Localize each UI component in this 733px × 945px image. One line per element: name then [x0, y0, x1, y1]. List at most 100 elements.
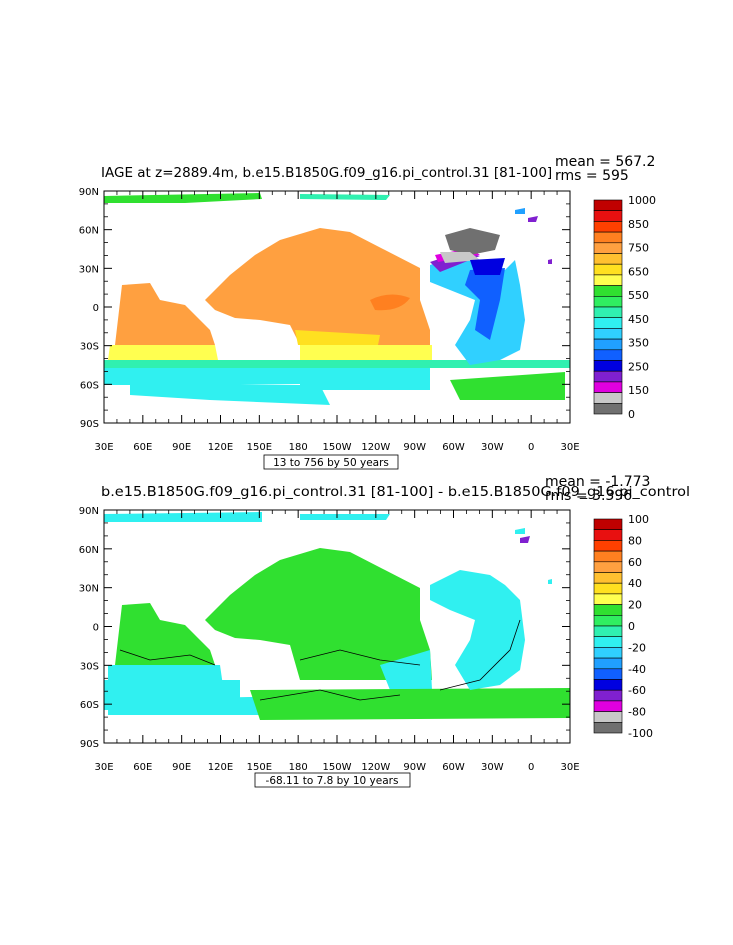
y-tick-label: 90N: [79, 506, 99, 517]
colorbar-swatch: [593, 550, 623, 563]
panel-bottom-y-ticks: 90N 60N 30N 0 30S 60S 90S: [79, 506, 570, 750]
x-tick-label: 120E: [208, 442, 233, 453]
panel-top-map: [104, 193, 570, 405]
colorbar-swatch: [593, 402, 623, 415]
x-tick-label: 120E: [208, 762, 233, 773]
x-tick-label: 150E: [247, 762, 272, 773]
panel-bottom: mean = -1.773 rms = 3.396 b.e15.B1850G.f…: [79, 474, 690, 788]
panel-bottom-x-ticks: 30E 60E 90E 120E 150E 180 150W 120W 90W 60W 30W 0 30…: [94, 510, 580, 773]
colorbar-swatch: [593, 593, 623, 605]
colorbar-swatch: [593, 221, 623, 233]
x-tick-label: 30W: [481, 442, 504, 453]
colorbar-label: 150: [628, 384, 649, 397]
colorbar-swatch: [593, 529, 623, 541]
x-tick-label: 30E: [560, 762, 579, 773]
colorbar-label: 250: [628, 360, 649, 373]
y-tick-label: 90S: [80, 419, 99, 430]
x-tick-label: 180: [289, 442, 308, 453]
colorbar-swatch: [593, 689, 623, 702]
colorbar-swatch: [593, 199, 623, 211]
colorbar-label: -100: [628, 727, 653, 740]
colorbar-swatch: [593, 360, 623, 372]
x-tick-label: 90W: [403, 442, 426, 453]
colorbar-label: 550: [628, 289, 649, 302]
colorbar-swatch: [593, 263, 623, 276]
y-tick-label: 60N: [79, 545, 99, 556]
y-tick-label: 30N: [79, 584, 99, 595]
x-tick-label: 30E: [94, 762, 113, 773]
x-tick-label: 90E: [172, 762, 191, 773]
x-tick-label: 180: [289, 762, 308, 773]
panel-top-mean: mean = 567.2: [555, 154, 655, 170]
colorbar-swatch: [593, 657, 623, 670]
colorbar-swatch: [593, 700, 623, 712]
y-tick-label: 30S: [80, 661, 99, 672]
colorbar-label: 1000: [628, 194, 656, 207]
colorbar-swatch: [593, 317, 623, 329]
colorbar-swatch: [593, 604, 623, 616]
panel-top-contour-info: 13 to 756 by 50 years: [273, 457, 389, 469]
y-tick-label: 60S: [80, 700, 99, 711]
x-tick-label: 60W: [442, 762, 465, 773]
colorbar-swatch: [593, 561, 623, 573]
colorbar-swatch: [593, 328, 623, 340]
panel-bottom-colorbar-labels: 100 80 60 40 20 0 -20 -40 -60 -80 -100: [628, 513, 653, 740]
colorbar-label: 20: [628, 599, 642, 612]
x-tick-label: 150E: [247, 442, 272, 453]
colorbar-label: 0: [628, 620, 635, 633]
panel-bottom-mean: mean = -1.773: [545, 474, 650, 490]
panel-bottom-colorbar: [593, 518, 623, 734]
colorbar-swatch: [593, 370, 623, 383]
colorbar-label: -60: [628, 684, 646, 697]
colorbar-swatch: [593, 711, 623, 723]
colorbar-swatch: [593, 349, 623, 361]
colorbar-swatch: [593, 518, 623, 530]
colorbar-swatch: [593, 721, 623, 734]
panel-bottom-contour-box: [254, 772, 411, 788]
colorbar-swatch: [593, 540, 623, 552]
panel-bottom-contour-info: -68.11 to 7.8 by 10 years: [266, 775, 399, 787]
x-tick-label: 30E: [94, 442, 113, 453]
colorbar-label: 100: [628, 513, 649, 526]
panel-bottom-title: b.e15.B1850G.f09_g16.pi_control.31 [81-1…: [101, 484, 690, 500]
x-tick-label: 150W: [323, 762, 352, 773]
colorbar-label: 650: [628, 265, 649, 278]
x-tick-label: 60E: [133, 442, 152, 453]
x-tick-label: 60W: [442, 442, 465, 453]
colorbar-label: 40: [628, 577, 642, 590]
colorbar-swatch: [593, 625, 623, 637]
colorbar-label: -40: [628, 663, 646, 676]
y-tick-label: 30S: [80, 342, 99, 353]
x-tick-label: 120W: [361, 442, 390, 453]
panel-top-contour-box: [263, 454, 399, 470]
colorbar-swatch: [593, 381, 623, 393]
x-tick-label: 30W: [481, 762, 504, 773]
colorbar-label: 60: [628, 556, 642, 569]
colorbar-swatch: [593, 614, 623, 627]
panel-top-colorbar: [593, 199, 623, 415]
colorbar-label: 450: [628, 313, 649, 326]
colorbar-swatch: [593, 274, 623, 286]
colorbar-label: -20: [628, 641, 646, 654]
colorbar-swatch: [593, 231, 623, 244]
x-tick-label: 0: [528, 442, 534, 453]
panel-bottom-map: [104, 512, 570, 720]
colorbar-swatch: [593, 253, 623, 265]
x-tick-label: 0: [528, 762, 534, 773]
colorbar-label: 80: [628, 534, 642, 547]
colorbar-swatch: [593, 295, 623, 308]
x-tick-label: 120W: [361, 762, 390, 773]
colorbar-label: 850: [628, 218, 649, 231]
panel-top-rms: rms = 595: [555, 168, 629, 184]
panel-top-x-ticks: 30E 60E 90E 120E 150E 180 150W 120W 90W 60W 30W 0 30…: [94, 191, 580, 453]
panel-top-title: IAGE at z=2889.4m, b.e15.B1850G.f09_g16.…: [101, 165, 552, 181]
y-tick-label: 90S: [80, 739, 99, 750]
y-tick-label: 60N: [79, 226, 99, 237]
colorbar-swatch: [593, 242, 623, 254]
x-tick-label: 30E: [560, 442, 579, 453]
colorbar-swatch: [593, 392, 623, 404]
colorbar-label: -80: [628, 706, 646, 719]
colorbar-swatch: [593, 572, 623, 584]
colorbar-swatch: [593, 210, 623, 222]
